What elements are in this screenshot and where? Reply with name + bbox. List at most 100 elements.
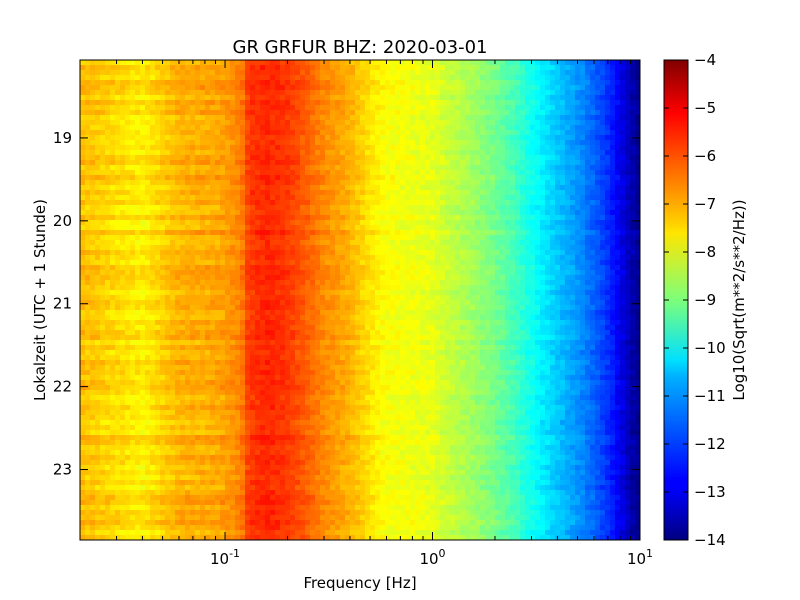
- heatmap-cell: [295, 275, 301, 281]
- heatmap-cell: [480, 205, 486, 211]
- heatmap-cell: [320, 90, 326, 96]
- heatmap-cell: [565, 65, 571, 71]
- heatmap-cell: [115, 230, 121, 236]
- heatmap-cell: [510, 60, 516, 66]
- heatmap-cell: [190, 195, 196, 201]
- heatmap-cell: [115, 205, 121, 211]
- heatmap-cell: [295, 225, 301, 231]
- heatmap-cell: [210, 135, 216, 141]
- heatmap-cell: [125, 90, 131, 96]
- heatmap-cell: [630, 140, 636, 146]
- heatmap-cell: [490, 85, 496, 91]
- heatmap-cell: [350, 175, 356, 181]
- heatmap-cell: [125, 245, 131, 251]
- heatmap-cell: [280, 220, 286, 226]
- heatmap-cell: [315, 110, 321, 116]
- heatmap-cell: [85, 205, 91, 211]
- heatmap-cell: [175, 225, 181, 231]
- heatmap-cell: [155, 165, 161, 171]
- heatmap-cell: [240, 190, 246, 196]
- heatmap-cell: [420, 100, 426, 106]
- heatmap-cell: [550, 255, 556, 261]
- heatmap-cell: [320, 135, 326, 141]
- heatmap-cell: [225, 65, 231, 71]
- heatmap-cell: [610, 250, 616, 256]
- heatmap-cell: [300, 235, 306, 241]
- heatmap-cell: [335, 90, 341, 96]
- heatmap-cell: [510, 265, 516, 271]
- heatmap-cell: [320, 235, 326, 241]
- heatmap-cell: [245, 90, 251, 96]
- heatmap-cell: [320, 200, 326, 206]
- heatmap-cell: [430, 160, 436, 166]
- heatmap-cell: [575, 90, 581, 96]
- heatmap-cell: [335, 100, 341, 106]
- heatmap-cell: [145, 185, 151, 191]
- heatmap-cell: [395, 105, 401, 111]
- heatmap-cell: [210, 245, 216, 251]
- heatmap-cell: [120, 150, 126, 156]
- heatmap-cell: [155, 200, 161, 206]
- heatmap-cell: [195, 85, 201, 91]
- heatmap-cell: [195, 140, 201, 146]
- heatmap-cell: [635, 95, 640, 101]
- heatmap-cell: [395, 255, 401, 261]
- heatmap-cell: [340, 125, 346, 131]
- heatmap-cell: [165, 120, 171, 126]
- heatmap-cell: [85, 150, 91, 156]
- heatmap-cell: [85, 270, 91, 276]
- heatmap-cell: [160, 220, 166, 226]
- heatmap-cell: [620, 105, 626, 111]
- heatmap-cell: [165, 275, 171, 281]
- heatmap-cell: [500, 120, 506, 126]
- heatmap-cell: [635, 240, 640, 246]
- heatmap-cell: [265, 70, 271, 76]
- heatmap-cell: [565, 80, 571, 86]
- heatmap-cell: [325, 105, 331, 111]
- heatmap-cell: [525, 230, 531, 236]
- heatmap-cell: [635, 220, 640, 226]
- heatmap-cell: [415, 215, 421, 221]
- heatmap-cell: [285, 195, 291, 201]
- heatmap-cell: [130, 75, 136, 81]
- heatmap-cell: [535, 185, 541, 191]
- heatmap-cell: [205, 110, 211, 116]
- heatmap-cell: [180, 95, 186, 101]
- heatmap-cell: [365, 105, 371, 111]
- heatmap-cell: [600, 115, 606, 121]
- heatmap-cell: [605, 210, 611, 216]
- heatmap-cell: [230, 205, 236, 211]
- heatmap-cell: [625, 275, 631, 281]
- heatmap-cell: [345, 260, 351, 266]
- heatmap-cell: [295, 220, 301, 226]
- heatmap-cell: [615, 180, 621, 186]
- heatmap-cell: [480, 215, 486, 221]
- heatmap-cell: [430, 180, 436, 186]
- heatmap-cell: [200, 165, 206, 171]
- heatmap-cell: [595, 110, 601, 116]
- heatmap-cell: [570, 260, 576, 266]
- heatmap-cell: [385, 130, 391, 136]
- heatmap-cell: [205, 130, 211, 136]
- heatmap-cell: [490, 170, 496, 176]
- heatmap-cell: [300, 210, 306, 216]
- heatmap-cell: [605, 260, 611, 266]
- heatmap-cell: [515, 85, 521, 91]
- heatmap-cell: [165, 80, 171, 86]
- heatmap-cell: [375, 90, 381, 96]
- heatmap-cell: [230, 275, 236, 281]
- heatmap-cell: [285, 225, 291, 231]
- heatmap-cell: [105, 165, 111, 171]
- heatmap-cell: [570, 110, 576, 116]
- heatmap-cell: [115, 265, 121, 271]
- heatmap-cell: [325, 145, 331, 151]
- heatmap-cell: [295, 280, 301, 286]
- heatmap-cell: [430, 75, 436, 81]
- heatmap-cell: [255, 280, 261, 286]
- heatmap-cell: [600, 255, 606, 261]
- heatmap-cell: [545, 75, 551, 81]
- heatmap-cell: [200, 140, 206, 146]
- heatmap-cell: [420, 170, 426, 176]
- heatmap-cell: [255, 205, 261, 211]
- heatmap-cell: [310, 140, 316, 146]
